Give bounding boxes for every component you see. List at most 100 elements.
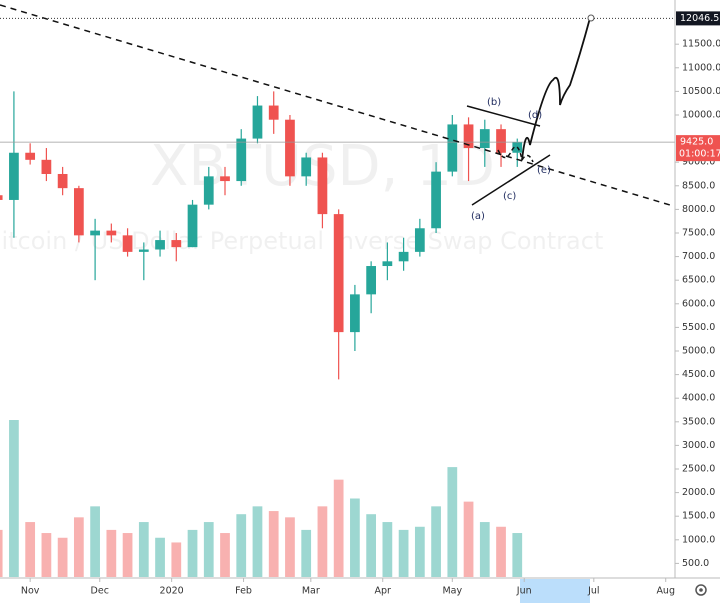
y-tick-label: 5000.0 [682, 345, 715, 356]
y-tick-label: 8000.0 [682, 204, 715, 215]
price-axis [675, 0, 720, 603]
volume-bar [90, 506, 100, 577]
candle-body [220, 176, 230, 182]
watermark-description: Bitcoin / US Dollar Perpetual Inverse Sw… [0, 227, 603, 255]
volume-bar [496, 526, 506, 577]
volume-bar [431, 506, 441, 577]
candle-body [90, 230, 100, 236]
x-tick-label: Apr [375, 586, 392, 597]
volume-bar [155, 537, 165, 577]
volume-bar [285, 517, 295, 577]
y-tick-label: 6000.0 [682, 298, 715, 309]
y-tick-label: 4000.0 [682, 393, 715, 404]
volume-bar [187, 529, 198, 577]
wave-label: (c) [503, 191, 516, 202]
y-tick-label: 9000.0 [682, 157, 715, 168]
candle-body [41, 159, 52, 174]
volume-bar [301, 529, 312, 577]
x-tick-label: Jun [516, 586, 532, 597]
triangle-top [466, 105, 541, 127]
y-tick-label: 11000.0 [682, 62, 720, 73]
candle-body [106, 230, 117, 236]
candle-body [479, 129, 490, 149]
x-tick-label: May [442, 586, 462, 597]
last-price-label: 9425.0 [680, 137, 713, 148]
y-tick-label: 7500.0 [682, 227, 715, 238]
countdown-label: 01:00:17 [679, 149, 720, 160]
candle-body [155, 240, 165, 250]
candle-body [350, 294, 360, 333]
y-tick-label: 500.0 [682, 558, 709, 569]
settings-icon[interactable] [695, 584, 707, 596]
y-tick-label: 6500.0 [682, 275, 715, 286]
volume-bar [252, 506, 263, 577]
wave-label: (a) [471, 211, 485, 222]
y-tick-label: 1500.0 [682, 511, 715, 522]
last-price-box [676, 135, 720, 162]
volume-bar [463, 501, 474, 577]
volume-bar [366, 514, 377, 577]
y-tick-label: 1000.0 [682, 534, 715, 545]
candle-body [203, 176, 214, 205]
volume-bar [398, 529, 409, 577]
volume-bar [333, 479, 344, 577]
x-tick-label: Jul [587, 586, 599, 597]
candle-body [301, 157, 312, 177]
volume-bar [122, 533, 133, 577]
volume-bar [57, 537, 68, 577]
y-tick-label: 2000.0 [682, 487, 715, 498]
x-tick-label: Nov [21, 586, 40, 597]
target-point [587, 14, 595, 22]
triangle-bottom [471, 154, 551, 206]
candle-body [122, 235, 133, 252]
candle-body [496, 129, 506, 153]
x-tick-label: 2020 [160, 586, 184, 597]
time-range-highlight [520, 579, 590, 603]
y-tick-label: 5500.0 [682, 322, 715, 333]
candle-body [512, 142, 523, 153]
volume-bar [106, 529, 117, 577]
volume-bar [25, 522, 36, 577]
time-axis [0, 578, 720, 603]
volume-bar [220, 533, 230, 577]
wave-label: (d) [528, 110, 542, 121]
y-tick-label: 11500.0 [682, 39, 720, 50]
y-tick-label: 3500.0 [682, 416, 715, 427]
volume-bar [73, 517, 84, 577]
target-label: 12046.5 [680, 13, 719, 24]
volume-bar [0, 529, 3, 577]
volume-bar [512, 533, 523, 577]
volume-bar [9, 420, 19, 577]
volume-bar [236, 514, 247, 577]
volume-bar [479, 522, 490, 577]
volume-bar [350, 498, 360, 577]
target-box [676, 11, 720, 26]
x-tick-label: Aug [656, 586, 675, 597]
candle-body [252, 105, 263, 139]
candle-body [447, 124, 458, 172]
candle-body [187, 204, 198, 248]
candle-body [414, 228, 425, 252]
y-tick-label: 3000.0 [682, 440, 715, 451]
candle-body [171, 240, 182, 248]
x-tick-label: Feb [235, 586, 252, 597]
projection-path [521, 17, 591, 161]
y-tick-label: 4500.0 [682, 369, 715, 380]
plot-area [0, 17, 675, 577]
wave-label: (e) [537, 165, 551, 176]
candle-body [398, 251, 409, 262]
y-tick-label: 8500.0 [682, 180, 715, 191]
candle-body [9, 152, 19, 200]
candle-body [382, 261, 393, 267]
y-tick-label: 7000.0 [682, 251, 715, 262]
candle-body [236, 138, 247, 182]
candle-body [25, 152, 36, 160]
candle-body [0, 195, 3, 200]
candle-body [268, 105, 279, 120]
candle-body [366, 266, 377, 295]
y-tick-label: 10000.0 [682, 109, 720, 120]
volume-bar [41, 533, 52, 577]
volume-bar [382, 522, 393, 577]
